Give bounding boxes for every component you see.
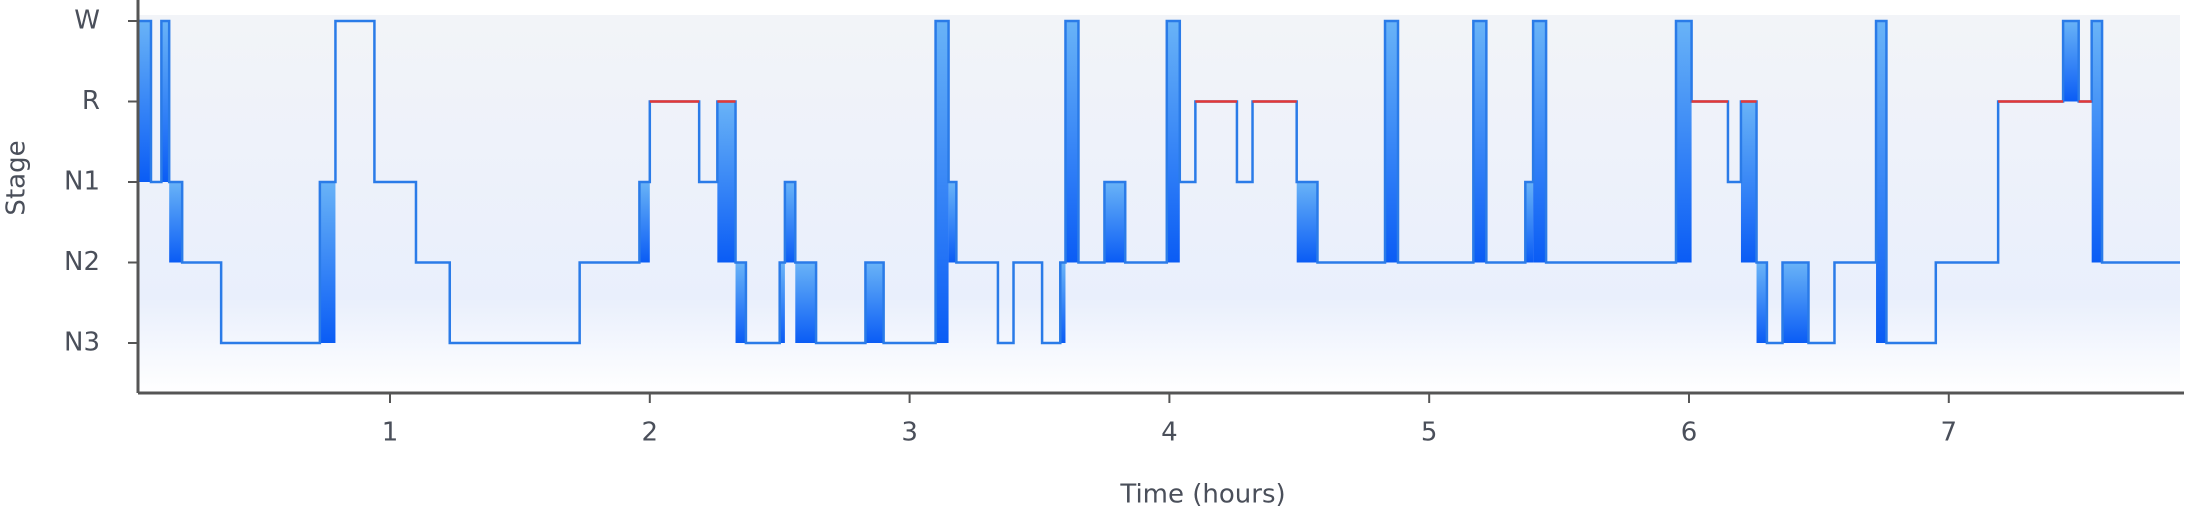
stage-block	[1385, 21, 1399, 263]
stage-block	[1675, 21, 1692, 263]
stage-block	[1104, 182, 1126, 263]
stage-block	[717, 101, 736, 263]
stage-block	[169, 182, 183, 263]
stage-block	[948, 182, 957, 263]
x-tick-label: 5	[1421, 418, 1438, 448]
x-tick-label: 6	[1681, 418, 1698, 448]
stage-block	[1296, 182, 1318, 263]
stage-block	[161, 21, 170, 182]
y-tick-label: N2	[64, 247, 100, 277]
stage-block	[779, 262, 785, 343]
x-tick-label: 4	[1161, 418, 1178, 448]
stage-block	[784, 182, 796, 263]
x-axis-label: Time (hours)	[1119, 480, 1285, 510]
x-tick-label: 7	[1941, 418, 1958, 448]
stage-block	[1166, 21, 1180, 263]
y-tick-label: N3	[64, 328, 100, 358]
stage-block	[138, 21, 151, 182]
stage-block	[1065, 21, 1079, 263]
stage-block	[1473, 21, 1487, 263]
stage-block	[639, 182, 650, 263]
stage-block	[735, 262, 746, 343]
plot-background	[138, 15, 2180, 393]
stage-block	[865, 262, 884, 343]
stage-block	[1533, 21, 1547, 263]
x-tick-label: 3	[901, 418, 918, 448]
stage-block	[2091, 21, 2103, 263]
stage-block	[1060, 262, 1066, 343]
stage-block	[1525, 182, 1534, 263]
stage-block	[1782, 262, 1809, 343]
stage-block	[1756, 262, 1767, 343]
x-tick-label: 2	[642, 418, 659, 448]
stage-block	[1740, 101, 1757, 263]
stage-block	[2063, 21, 2079, 102]
y-tick-label: N1	[64, 167, 100, 197]
stage-line	[138, 19, 2180, 345]
y-tick-label: R	[82, 86, 100, 116]
stage-block	[795, 262, 817, 343]
stage-block	[319, 182, 336, 343]
x-tick-label: 1	[382, 418, 399, 448]
stage-block	[1876, 21, 1887, 343]
stage-block	[935, 21, 949, 343]
y-tick-label: W	[74, 6, 100, 36]
y-axis-label: Stage	[2, 140, 32, 215]
